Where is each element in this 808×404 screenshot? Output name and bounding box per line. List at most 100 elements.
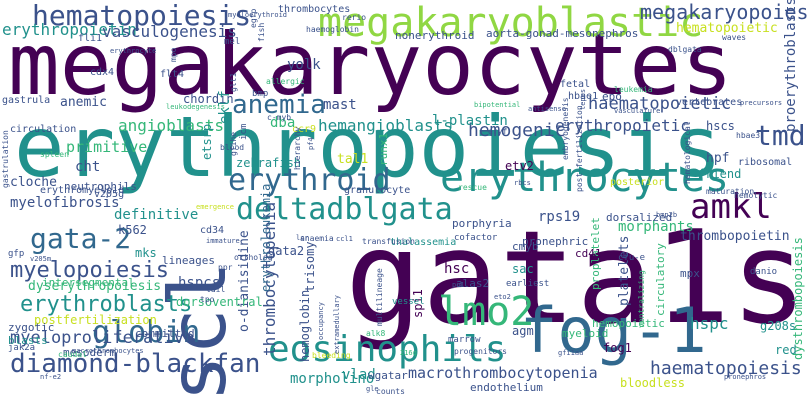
word-haematopoietic: haematopoietic — [588, 94, 732, 114]
word-wgatar: wgatar — [368, 369, 408, 382]
word-deltadblgata: deltadblgata — [236, 192, 453, 227]
word-maturation: maturation — [706, 187, 755, 196]
word-multilineage: multilineage — [375, 268, 384, 326]
word-dba: dba — [270, 115, 296, 131]
word-rescue: rescue — [458, 183, 487, 192]
word-dorsalized: dorsalized — [606, 211, 673, 224]
word-pronephros: pronephros — [724, 373, 767, 381]
word-erythropoiesis: erythropoiesis — [14, 98, 723, 196]
word-gfp: gfp — [8, 249, 25, 259]
word-tpo: tpo — [200, 295, 215, 304]
word-erythroleukemia: erythroleukemia — [259, 183, 273, 292]
word-pu1: pu1 — [452, 281, 465, 289]
word-vlad: vlad — [342, 367, 376, 383]
word-fetal: fetal — [560, 79, 591, 90]
word-allergic: allergic — [266, 77, 305, 86]
word-neutrophils: neutrophils — [64, 180, 137, 193]
word-ventralizing: ventralizing — [637, 270, 646, 328]
word-haemoglobin: haemoglobin — [306, 25, 359, 34]
word-occupancy: occupancy — [317, 302, 325, 340]
word-globin: globin — [92, 315, 201, 350]
word-l-plastin: l-plastin — [432, 113, 508, 129]
word-immature: immature — [206, 237, 240, 245]
word-o-dianisidine: o-dianisidine — [237, 230, 252, 332]
word-hscs: hscs — [706, 119, 735, 133]
word-mks: mks — [135, 246, 157, 260]
word-cloche: cloche — [10, 175, 57, 190]
word-myelopoiesis: myelopoiesis — [10, 258, 169, 283]
word-thrombopoietin: thrombopoietin — [680, 229, 790, 244]
word-ortholog: ortholog — [234, 253, 273, 262]
word-erythrocyte: erythrocyte — [110, 47, 157, 55]
word-circulatory: circulatory — [654, 243, 667, 316]
word-anaemia: anaemia — [300, 234, 334, 243]
word-hbae3: hbae3 — [736, 131, 761, 140]
word-cofactor: cofactor — [454, 233, 498, 243]
word-dyserythropoiesis: dyserythropoiesis — [28, 279, 162, 294]
word-spleen: spleen — [40, 150, 69, 159]
word-precursors: precursors — [740, 99, 783, 107]
word-gastrula: gastrula — [2, 95, 51, 106]
word-morpholino: morpholino — [290, 371, 375, 387]
word-alas2: alas2 — [456, 277, 490, 290]
word-macrothrombocytopenia: macrothrombocytopenia — [408, 364, 598, 382]
word-tmd: tmd — [755, 119, 806, 152]
word-runx1: runx1 — [377, 132, 390, 166]
word-pronephric: pronephric — [522, 235, 589, 248]
word-trisomy: trisomy — [303, 241, 317, 292]
word-progenitors: progenitors — [454, 347, 507, 356]
word-rerio: rerio — [342, 13, 367, 22]
word-proerythroblasts: proerythroblasts — [783, 0, 799, 132]
word-posterior: posterior — [610, 177, 665, 188]
word-v205g: v205g — [94, 189, 125, 200]
word-hspc: hspc — [690, 314, 729, 333]
word-mpo: mpo — [169, 47, 178, 62]
word-etv2: etv2 — [505, 159, 534, 173]
word-erythromyeloid: erythromyeloid — [40, 185, 125, 196]
word-eryf: eryf — [488, 127, 508, 136]
word-cdx4: cdx4 — [90, 67, 115, 78]
word-etsrp: etsrp — [200, 123, 214, 160]
word-granulocyte: granulocyte — [344, 185, 411, 196]
word-mel: mel — [224, 37, 241, 47]
word-tail: tail — [206, 285, 226, 294]
word-dblgata: dblgata — [668, 45, 702, 54]
word-nonerythroid: nonerythroid — [395, 29, 475, 42]
word-lcr: lcr — [296, 234, 309, 242]
word-hpf: hpf — [706, 151, 730, 166]
word-anemic: anemic — [60, 95, 107, 110]
word-fish: fish — [257, 22, 266, 42]
word-antisense: antisense — [528, 105, 566, 113]
word-mpx: mpx — [680, 267, 700, 280]
word-hematological: hematological — [683, 121, 692, 184]
word-leukemia: leukemia — [614, 85, 653, 94]
word-216q: 216q — [400, 349, 417, 357]
word-myeloerythroid: myeloerythroid — [228, 11, 288, 19]
word-gfi1aa: gfi1aa — [558, 349, 584, 357]
word-vessel: vessel — [392, 297, 425, 307]
word-megakaryoblastic: megakaryoblastic — [318, 0, 704, 46]
word-fog1: fog1 — [603, 341, 632, 355]
word-diamond-blackfan: diamond-blackfan — [10, 349, 261, 379]
word-bleeding: bleeding — [312, 351, 351, 360]
word-eto2: eto2 — [494, 293, 511, 301]
word-hemopoietic: hemopoietic — [592, 317, 665, 330]
word-hierarchy: hierarchy — [293, 126, 302, 170]
word-yolk: yolk — [287, 57, 321, 73]
word-eosinophils: eosinophils — [268, 329, 507, 370]
word-sac: sac — [512, 262, 534, 276]
word-myeloproliferative: myeloproliferative — [10, 328, 195, 348]
word-hbae1: hbae1 — [568, 91, 599, 102]
word-counts: counts — [376, 387, 405, 396]
word-hspcs: hspcs — [178, 275, 221, 291]
word-intersegmental: intersegmental — [42, 276, 135, 289]
word-g208s: g208s — [760, 319, 797, 333]
word-cmyb: cmyb — [512, 240, 539, 253]
word-lmo2: lmo2 — [438, 289, 535, 335]
word-bmp2b: bmp2b — [656, 211, 678, 219]
word-v205m: v205m — [30, 255, 52, 263]
word-vasculature: vasculature — [614, 107, 661, 115]
word-erythroblasts: erythroblasts — [20, 292, 193, 317]
word-ribosomal: ribosomal — [738, 157, 793, 168]
word-platelets: platelets — [617, 235, 632, 306]
